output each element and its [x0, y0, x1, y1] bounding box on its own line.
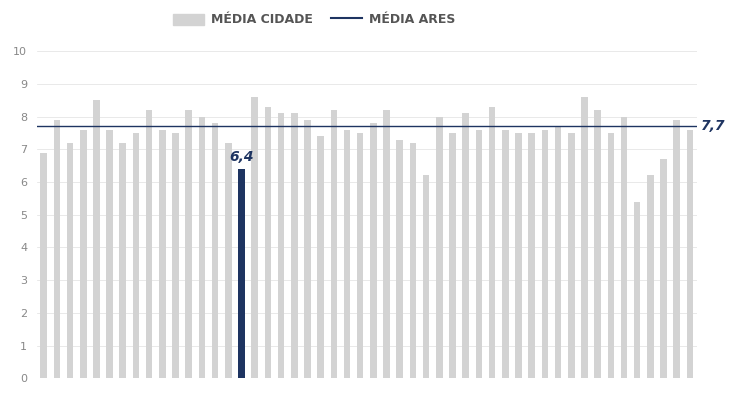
Bar: [330, 110, 337, 378]
Bar: [555, 126, 562, 378]
Bar: [581, 97, 588, 378]
Bar: [370, 123, 376, 378]
Bar: [185, 110, 192, 378]
Bar: [449, 133, 456, 378]
Bar: [660, 159, 667, 378]
Bar: [238, 169, 245, 378]
Bar: [462, 113, 469, 378]
Bar: [291, 113, 298, 378]
Bar: [594, 110, 601, 378]
Bar: [634, 202, 640, 378]
Text: 7,7: 7,7: [700, 119, 725, 134]
Bar: [212, 123, 219, 378]
Bar: [436, 117, 442, 378]
Text: 6,4: 6,4: [229, 150, 253, 164]
Bar: [265, 107, 271, 378]
Bar: [146, 110, 153, 378]
Bar: [674, 120, 680, 378]
Bar: [133, 133, 139, 378]
Bar: [383, 110, 390, 378]
Bar: [621, 117, 628, 378]
Bar: [317, 136, 324, 378]
Bar: [528, 133, 535, 378]
Bar: [410, 143, 416, 378]
Bar: [568, 133, 574, 378]
Bar: [53, 120, 60, 378]
Bar: [608, 133, 614, 378]
Bar: [119, 143, 126, 378]
Bar: [647, 175, 654, 378]
Bar: [396, 139, 403, 378]
Bar: [106, 130, 113, 378]
Bar: [304, 120, 310, 378]
Bar: [357, 133, 364, 378]
Bar: [476, 130, 482, 378]
Bar: [172, 133, 179, 378]
Bar: [502, 130, 508, 378]
Bar: [687, 130, 694, 378]
Bar: [251, 97, 258, 378]
Bar: [80, 130, 87, 378]
Bar: [159, 130, 166, 378]
Bar: [515, 133, 522, 378]
Bar: [542, 130, 548, 378]
Bar: [67, 143, 73, 378]
Bar: [489, 107, 496, 378]
Bar: [278, 113, 285, 378]
Bar: [423, 175, 430, 378]
Bar: [225, 143, 232, 378]
Bar: [40, 152, 47, 378]
Bar: [344, 130, 350, 378]
Bar: [199, 117, 205, 378]
Bar: [93, 100, 100, 378]
Legend: MÉDIA CIDADE, MÉDIA ARES: MÉDIA CIDADE, MÉDIA ARES: [168, 8, 460, 32]
